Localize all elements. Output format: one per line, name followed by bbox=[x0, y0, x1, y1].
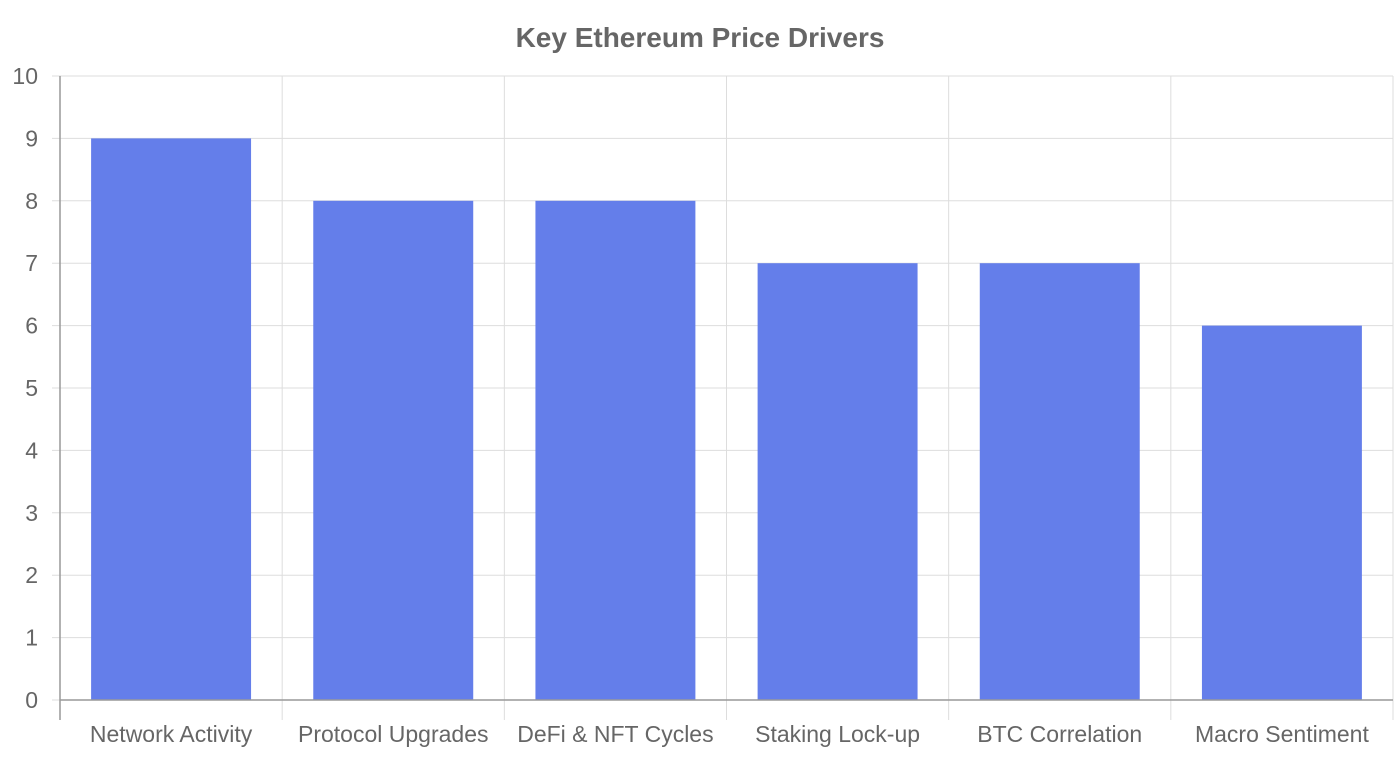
y-tick-label: 8 bbox=[25, 188, 38, 214]
x-tick-label: Protocol Upgrades bbox=[298, 721, 489, 747]
bar-layer bbox=[91, 138, 1362, 701]
bar[interactable] bbox=[1201, 325, 1362, 700]
y-tick-label: 3 bbox=[25, 500, 38, 526]
y-tick-label: 10 bbox=[12, 63, 38, 89]
x-tick-label: Macro Sentiment bbox=[1195, 721, 1369, 747]
y-tick-label: 2 bbox=[25, 562, 38, 588]
bar[interactable] bbox=[535, 200, 696, 701]
y-tick-label: 6 bbox=[25, 313, 38, 339]
bar[interactable] bbox=[979, 263, 1140, 700]
x-tick-label: DeFi & NFT Cycles bbox=[517, 721, 713, 747]
y-tick-label: 1 bbox=[25, 625, 38, 651]
bar[interactable] bbox=[91, 138, 252, 700]
x-tick-label: Staking Lock-up bbox=[755, 721, 920, 747]
bar[interactable] bbox=[757, 263, 918, 700]
chart-title: Key Ethereum Price Drivers bbox=[516, 22, 885, 53]
x-tick-label: BTC Correlation bbox=[977, 721, 1142, 747]
y-tick-label: 0 bbox=[25, 687, 38, 713]
y-tick-label: 5 bbox=[25, 375, 38, 401]
label-layer: 0 1 2 3 4 5 6 7 8 9 10 Network Activity Protocol Upg… bbox=[12, 63, 1369, 747]
y-tick-label: 9 bbox=[25, 125, 38, 151]
y-tick-label: 7 bbox=[25, 250, 38, 276]
x-tick-label: Network Activity bbox=[90, 721, 253, 747]
y-tick-label: 4 bbox=[25, 437, 38, 463]
grid-layer bbox=[52, 75, 1394, 720]
bar[interactable] bbox=[313, 200, 474, 701]
axis-layer bbox=[59, 76, 1393, 720]
